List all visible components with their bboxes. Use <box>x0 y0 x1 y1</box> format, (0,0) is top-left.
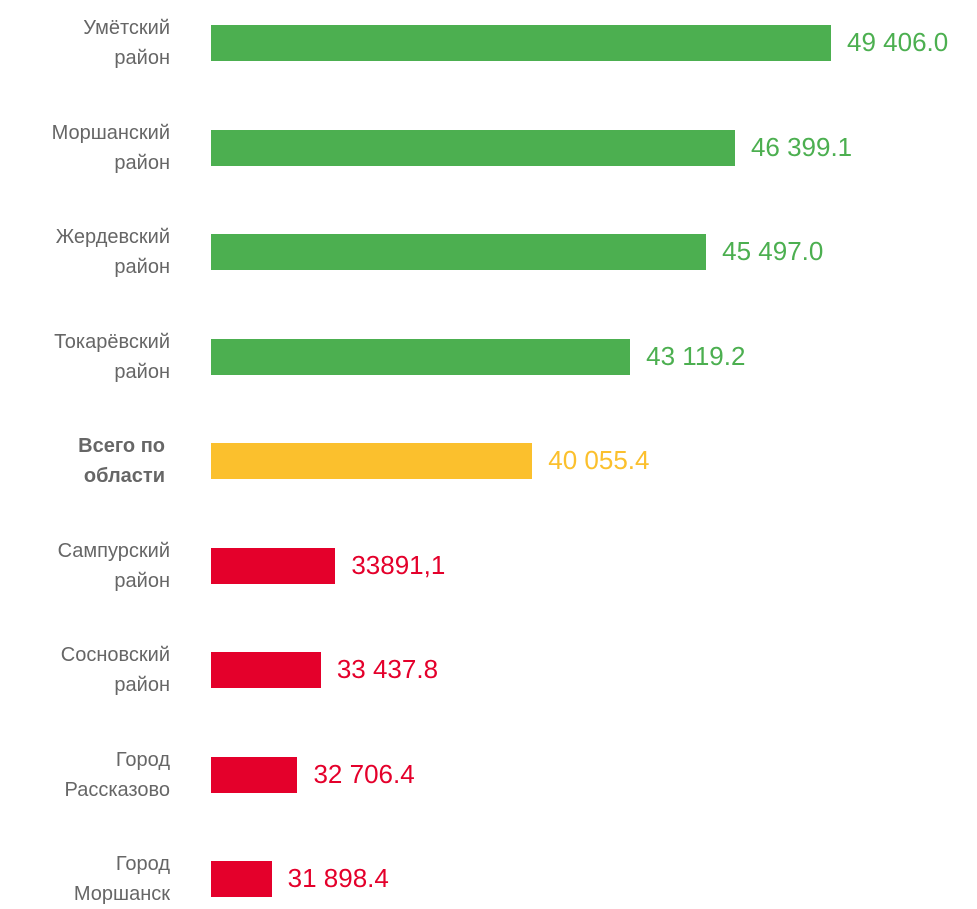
category-label: Всего по области <box>78 435 165 487</box>
bar <box>211 547 336 584</box>
value-label: 45 497.0 <box>722 236 824 266</box>
bar <box>211 861 272 897</box>
category-label: Жердевский район <box>55 226 170 278</box>
category-label: Сампурский район <box>57 539 170 592</box>
bar <box>211 443 533 479</box>
value-label: 43 119.2 <box>646 340 746 371</box>
bar <box>211 129 735 166</box>
value-label: 32 706.4 <box>313 758 415 789</box>
value-label: 31 898.4 <box>287 863 389 893</box>
category-label: Город Рассказово <box>64 748 170 801</box>
value-label: 33 437.8 <box>336 654 439 684</box>
category-label: Город Моршанск <box>73 853 170 905</box>
bar <box>211 338 631 375</box>
value-label: 49 406.0 <box>847 27 949 57</box>
category-label: Сосновский район <box>60 644 170 696</box>
category-label: Токарёвский район <box>54 330 170 383</box>
value-label: 33891,1 <box>351 549 446 580</box>
bar <box>211 234 707 270</box>
bar <box>211 756 298 793</box>
value-label: 40 055.4 <box>548 445 650 475</box>
bar <box>211 652 321 688</box>
category-label: Умётский район <box>83 17 170 69</box>
bar <box>211 25 832 61</box>
category-label: Моршанский район <box>51 121 170 174</box>
value-label: 46 399.1 <box>750 131 853 162</box>
